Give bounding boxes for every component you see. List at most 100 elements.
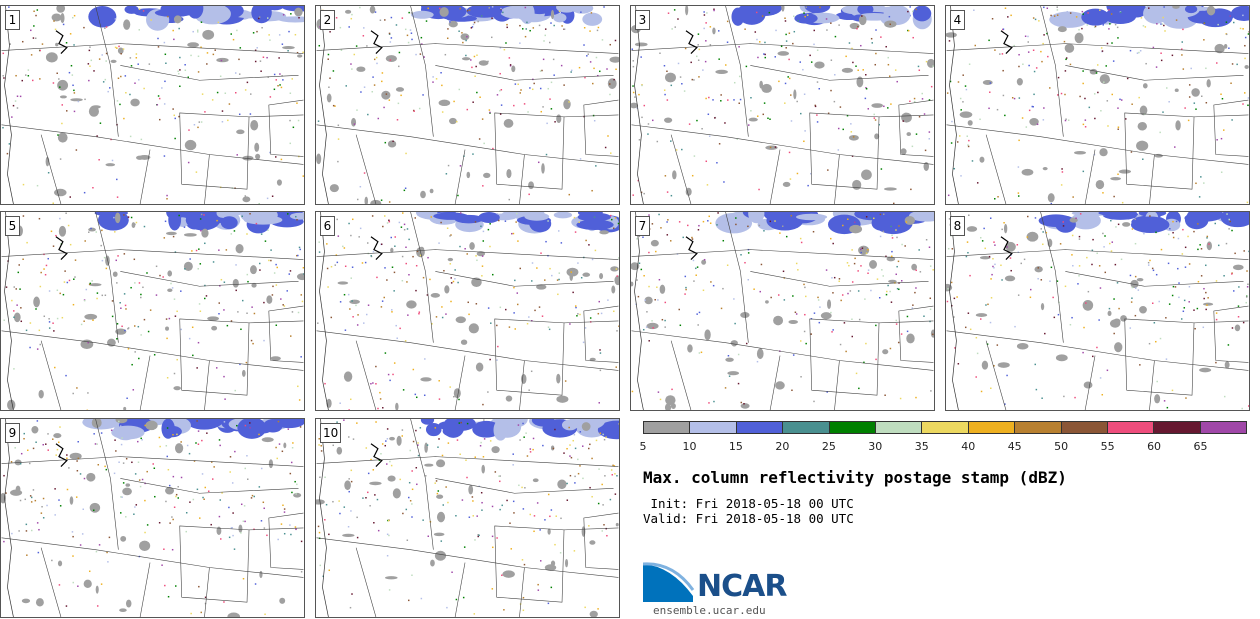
reflectivity-pixel	[1187, 119, 1190, 122]
reflectivity-pixel	[499, 72, 501, 75]
reflectivity-pixel	[339, 26, 342, 29]
reflectivity-pixel	[165, 445, 168, 447]
reflectivity-pixel	[1033, 70, 1036, 73]
reflectivity-pixel	[72, 535, 74, 538]
reflectivity-pixel	[216, 91, 219, 94]
reflectivity-pixel	[847, 292, 849, 295]
reflectivity-pixel	[358, 236, 360, 238]
reflectivity-pixel	[883, 213, 885, 215]
colorbar-swatch	[644, 422, 691, 433]
reflectivity-pixel	[430, 433, 433, 435]
reflectivity-pixel	[1091, 263, 1093, 266]
reflectivity-pixel	[1246, 270, 1248, 272]
reflectivity-pixel	[450, 300, 452, 303]
reflectivity-pixel	[1126, 77, 1129, 80]
reflectivity-pixel	[550, 586, 553, 589]
reflectivity-pixel	[93, 70, 95, 72]
reflectivity-pixel	[679, 76, 682, 78]
reflectivity-pixel	[36, 184, 39, 187]
reflectivity-pixel	[98, 159, 100, 161]
reflectivity-pixel	[115, 259, 117, 262]
reflectivity-pixel	[519, 42, 521, 44]
reflectivity-blob	[185, 212, 221, 231]
reflectivity-pixel	[237, 311, 239, 313]
reflectivity-pixel	[713, 8, 715, 10]
reflectivity-pixel	[1082, 13, 1084, 15]
reflectivity-pixel	[393, 290, 395, 292]
reflectivity-pixel	[728, 375, 731, 377]
reflectivity-pixel	[1071, 316, 1073, 319]
reflectivity-pixel	[1203, 297, 1205, 300]
state-boundary	[1149, 360, 1155, 410]
reflectivity-pixel	[103, 256, 106, 259]
reflectivity-pixel	[700, 351, 703, 354]
reflectivity-pixel	[167, 468, 170, 471]
reflectivity-pixel	[387, 519, 389, 522]
reflectivity-blob	[712, 27, 716, 35]
reflectivity-blob	[599, 273, 604, 280]
reflectivity-pixel	[480, 225, 482, 228]
reflectivity-pixel	[229, 471, 231, 473]
reflectivity-pixel	[365, 447, 368, 449]
reflectivity-pixel	[1171, 294, 1174, 297]
reflectivity-pixel	[989, 217, 992, 219]
reflectivity-pixel	[925, 238, 928, 241]
reflectivity-pixel	[344, 329, 347, 331]
reflectivity-pixel	[246, 312, 248, 314]
reflectivity-blob	[444, 285, 450, 294]
reflectivity-pixel	[204, 297, 206, 300]
reflectivity-pixel	[994, 49, 996, 51]
reflectivity-blob	[664, 72, 676, 83]
reflectivity-blob	[1224, 361, 1230, 369]
reflectivity-pixel	[1165, 317, 1167, 319]
reflectivity-pixel	[557, 293, 559, 296]
reflectivity-pixel	[125, 516, 127, 518]
reflectivity-pixel	[388, 219, 390, 222]
reflectivity-pixel	[816, 121, 819, 123]
reflectivity-pixel	[133, 325, 136, 327]
colorbar-swatch	[875, 422, 923, 433]
reflectivity-blob	[455, 316, 466, 324]
reflectivity-pixel	[583, 44, 585, 46]
reflectivity-pixel	[466, 253, 468, 255]
colorbar-swatch	[1200, 422, 1247, 433]
state-boundary	[898, 99, 934, 157]
reflectivity-blob	[475, 362, 484, 372]
reflectivity-pixel	[1092, 238, 1094, 241]
reflectivity-blob	[273, 419, 304, 429]
colorbar-tick-label: 20	[775, 440, 790, 453]
reflectivity-pixel	[658, 278, 661, 281]
reflectivity-pixel	[119, 425, 122, 427]
reflectivity-pixel	[861, 247, 864, 249]
reflectivity-pixel	[16, 107, 19, 109]
reflectivity-pixel	[72, 16, 74, 19]
reflectivity-pixel	[408, 496, 410, 499]
reflectivity-pixel	[519, 24, 521, 27]
logo-url-link[interactable]: ensemble.ucar.edu	[653, 604, 766, 617]
reflectivity-pixel	[638, 139, 641, 141]
reflectivity-pixel	[491, 588, 494, 590]
reflectivity-blob	[532, 478, 539, 483]
reflectivity-pixel	[878, 296, 881, 299]
reflectivity-blob	[173, 15, 182, 24]
reflectivity-pixel	[359, 185, 362, 188]
reflectivity-pixel	[743, 403, 745, 405]
reflectivity-pixel	[408, 273, 410, 276]
reflectivity-pixel	[832, 329, 834, 331]
reflectivity-pixel	[521, 559, 524, 561]
reflectivity-pixel	[199, 517, 201, 519]
reflectivity-pixel	[887, 284, 889, 287]
reflectivity-pixel	[411, 470, 413, 472]
reflectivity-pixel	[405, 246, 407, 249]
reflectivity-pixel	[467, 301, 469, 304]
reflectivity-pixel	[1205, 67, 1207, 70]
reflectivity-pixel	[1242, 321, 1245, 324]
reflectivity-pixel	[1215, 361, 1217, 364]
reflectivity-pixel	[350, 17, 353, 20]
reflectivity-pixel	[757, 56, 759, 59]
reflectivity-pixel	[249, 426, 251, 429]
reflectivity-pixel	[1164, 30, 1166, 32]
reflectivity-pixel	[420, 597, 423, 600]
reflectivity-pixel	[48, 318, 50, 320]
reflectivity-pixel	[636, 279, 638, 281]
